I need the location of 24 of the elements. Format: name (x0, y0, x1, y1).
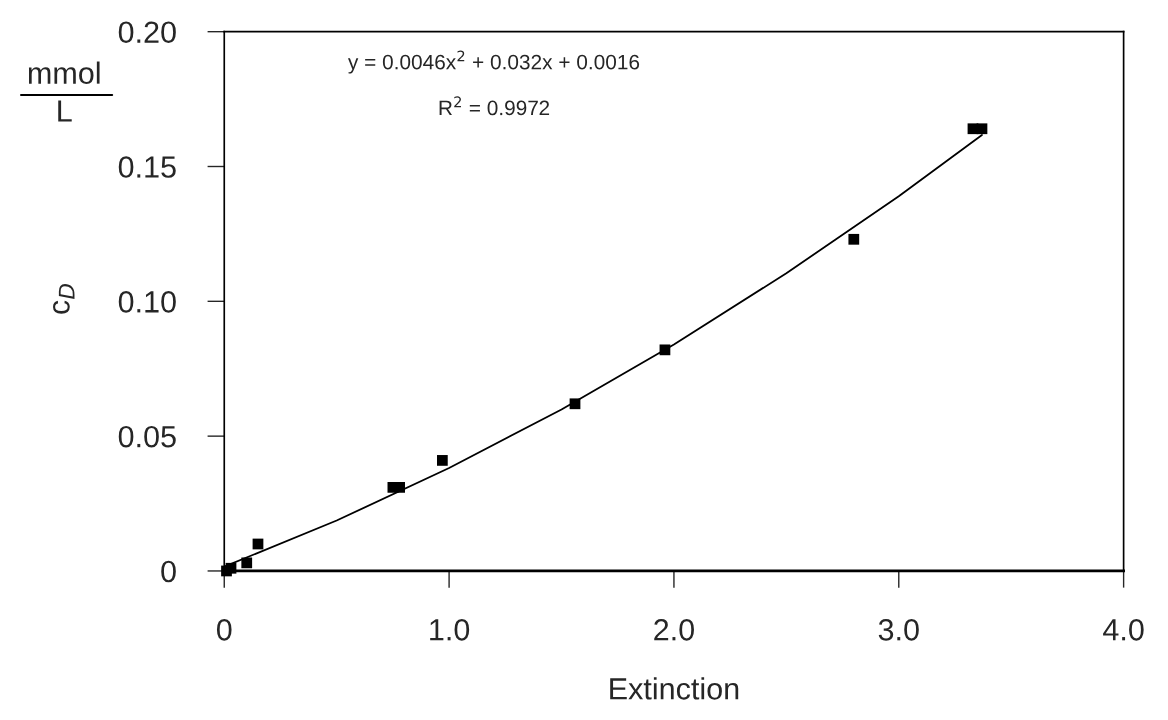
y-tick-label: 0.20 (118, 21, 176, 44)
text: mmol (28, 61, 100, 84)
y-tick-label: 0.05 (118, 425, 176, 448)
x-axis-title: Extinction (610, 677, 739, 700)
x-tick-label: 2.0 (654, 618, 694, 641)
point (848, 233, 860, 245)
point (976, 123, 988, 135)
point (659, 344, 671, 356)
y-tick-label: 0.10 (118, 291, 176, 313)
point (394, 481, 406, 493)
annotation: y = 0.0046x$^{2}$ + 0.032x + 0.0016 (347, 50, 640, 74)
x-tick-label: 4.0 (1103, 618, 1144, 641)
annotation: R$^{2}$ = 0.9972 (439, 96, 550, 116)
x-tick-label: 0 (216, 618, 232, 641)
point (569, 398, 581, 410)
point (225, 562, 237, 574)
x-tick-label: 1.0 (430, 618, 470, 641)
y-tick-label: 0 (161, 560, 176, 583)
y-tick-label: 0.15 (118, 156, 176, 178)
y-axis-title: c$_{D}$ (53, 284, 75, 314)
text: L (58, 100, 72, 122)
point (241, 557, 253, 569)
x-tick-label: 3.0 (878, 618, 919, 641)
point (436, 455, 448, 466)
